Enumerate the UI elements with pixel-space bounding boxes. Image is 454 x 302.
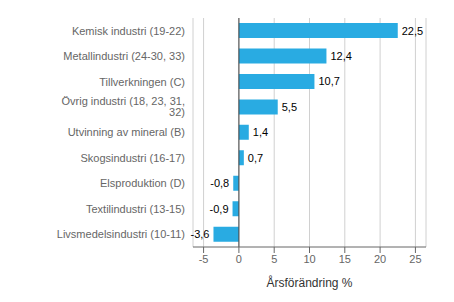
- svg-text:-3,6: -3,6: [191, 228, 210, 240]
- svg-text:5,5: 5,5: [282, 101, 297, 113]
- svg-text:Kemisk industri (19-22): Kemisk industri (19-22): [72, 25, 185, 37]
- svg-text:25: 25: [409, 253, 421, 265]
- svg-text:-0,8: -0,8: [210, 177, 229, 189]
- svg-text:Livsmedelsindustri (10-11): Livsmedelsindustri (10-11): [57, 228, 185, 240]
- svg-text:-5: -5: [199, 253, 209, 265]
- svg-text:22,5: 22,5: [402, 25, 423, 37]
- svg-text:12,4: 12,4: [330, 50, 351, 62]
- svg-text:0: 0: [236, 253, 242, 265]
- svg-text:1,4: 1,4: [253, 126, 268, 138]
- svg-text:15: 15: [339, 253, 351, 265]
- svg-text:Elsproduktion (D): Elsproduktion (D): [100, 177, 185, 189]
- svg-text:Utvinning av mineral (B): Utvinning av mineral (B): [68, 126, 185, 138]
- svg-text:Årsförändring %: Årsförändring %: [266, 275, 352, 290]
- svg-text:20: 20: [374, 253, 386, 265]
- svg-text:Skogsindustri (16-17): Skogsindustri (16-17): [80, 152, 185, 164]
- svg-text:5: 5: [271, 253, 277, 265]
- svg-text:Metallindustri (24-30, 33): Metallindustri (24-30, 33): [63, 50, 185, 62]
- svg-text:10,7: 10,7: [318, 75, 339, 87]
- svg-text:Textilindustri (13-15): Textilindustri (13-15): [86, 203, 185, 215]
- svg-text:Övrig industri (18, 23, 31,32): Övrig industri (18, 23, 31,32): [61, 95, 185, 118]
- svg-text:0,7: 0,7: [248, 152, 263, 164]
- svg-text:Tillverkningen (C): Tillverkningen (C): [99, 76, 185, 88]
- svg-text:10: 10: [303, 253, 315, 265]
- svg-text:-0,9: -0,9: [210, 203, 229, 215]
